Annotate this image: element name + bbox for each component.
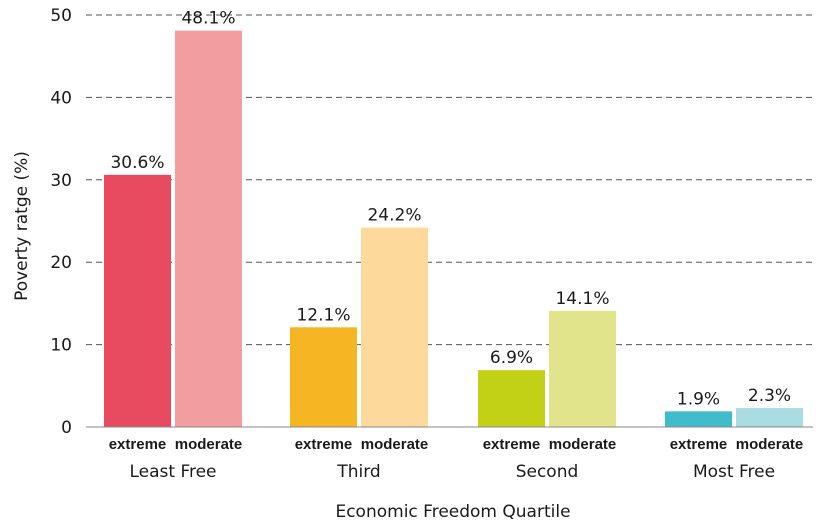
- bar-moderate: [361, 227, 428, 427]
- y-axis-ticks: 0 10 20 30 40 50: [50, 6, 72, 438]
- bar-value-label: 48.1%: [181, 9, 235, 29]
- bar-value-label: 14.1%: [555, 289, 609, 309]
- bar-value-label: 1.9%: [677, 389, 720, 409]
- bar-value-label: 6.9%: [490, 348, 533, 368]
- x-axis-categories: extreme moderate Least Free extreme moderate…: [109, 436, 804, 482]
- x-axis-title: Economic Freedom Quartile: [335, 502, 570, 522]
- category-label: Most Free: [693, 462, 775, 482]
- bar-sub-label: moderate: [361, 436, 429, 453]
- y-tick-label: 40: [50, 88, 72, 108]
- y-tick-label: 10: [50, 336, 72, 356]
- bar-sub-label: moderate: [549, 436, 617, 453]
- category-label: Third: [336, 462, 380, 482]
- bar-value-label: 30.6%: [110, 153, 164, 173]
- bar-moderate: [175, 30, 242, 427]
- bar-sub-label: moderate: [736, 436, 804, 453]
- bar-moderate: [736, 408, 803, 427]
- bar-extreme: [104, 174, 171, 427]
- bar-extreme: [665, 411, 732, 427]
- bar-sub-label: moderate: [175, 436, 243, 453]
- y-tick-label: 30: [50, 171, 72, 191]
- bar-sub-label: extreme: [109, 436, 167, 453]
- bar-value-label: 2.3%: [748, 386, 791, 406]
- bar-value-label: 24.2%: [367, 206, 421, 226]
- bars: [104, 30, 803, 427]
- category-label: Second: [516, 462, 579, 482]
- bar-extreme: [478, 370, 545, 427]
- bar-value-labels: 30.6% 48.1% 12.1% 24.2% 6.9% 14.1% 1.9% 2.3%: [110, 9, 791, 410]
- bar-value-label: 12.1%: [296, 305, 350, 325]
- y-tick-label: 0: [61, 418, 72, 438]
- bar-sub-label: extreme: [295, 436, 353, 453]
- bar-moderate: [549, 310, 616, 427]
- bar-extreme: [290, 327, 357, 427]
- y-axis-title: Poverty ratge (%): [12, 151, 32, 301]
- bar-sub-label: extreme: [483, 436, 541, 453]
- bar-sub-label: extreme: [670, 436, 728, 453]
- y-tick-label: 50: [50, 6, 72, 26]
- y-tick-label: 20: [50, 253, 72, 273]
- category-label: Least Free: [129, 462, 216, 482]
